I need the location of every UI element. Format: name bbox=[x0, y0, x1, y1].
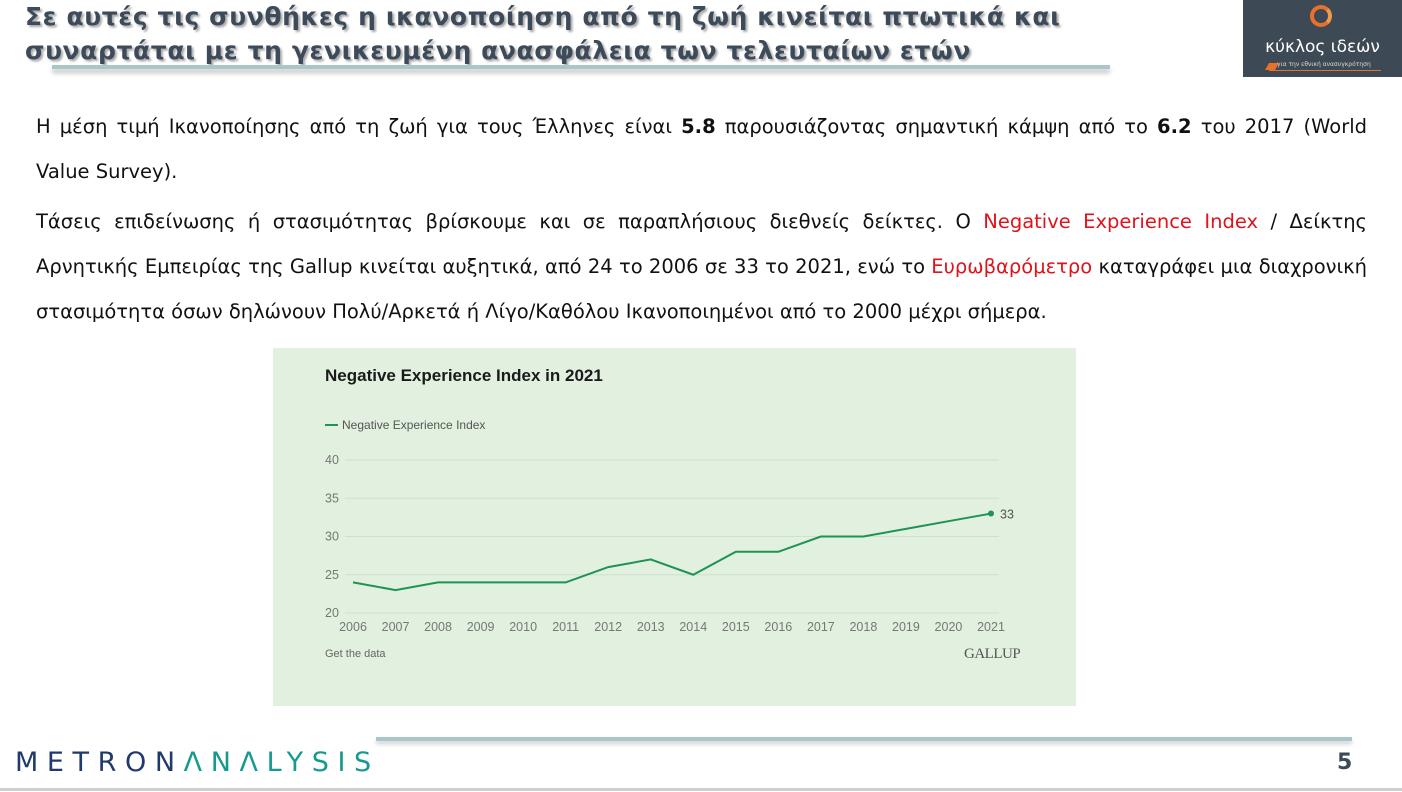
x-tick-label: 2013 bbox=[637, 620, 665, 634]
x-tick-label: 2019 bbox=[892, 620, 920, 634]
text: καταγράφει μια διαχρονική στασιμότητα όσ… bbox=[36, 255, 1367, 323]
chart-title: Negative Experience Index in 2021 bbox=[325, 366, 603, 385]
chart-legend: Negative Experience Index bbox=[325, 418, 485, 432]
paragraph-life-satisfaction: Η μέση τιμή Ικανοποίησης από τη ζωή για … bbox=[36, 104, 1367, 194]
legend-label: Negative Experience Index bbox=[342, 418, 486, 432]
logo-part-metron: METRON bbox=[15, 747, 184, 778]
x-tick-label: 2012 bbox=[594, 620, 622, 634]
paragraph-indices: Τάσεις επιδείνωσης ή στασιμότητας βρίσκο… bbox=[36, 199, 1367, 334]
y-tick-label: 25 bbox=[325, 568, 339, 582]
text: Η μέση τιμή Ικανοποίησης από τη ζωή για … bbox=[36, 115, 682, 138]
x-tick-label: 2009 bbox=[467, 620, 495, 634]
y-tick-label: 35 bbox=[325, 491, 339, 505]
x-tick-label: 2014 bbox=[679, 620, 707, 634]
text: του 2017 (World Value Survey). bbox=[36, 115, 1368, 183]
gallup-logo: GALLUP bbox=[964, 646, 1021, 662]
footer-rule bbox=[376, 737, 1352, 741]
negative-experience-chart: Negative Experience Index in 2021 Negati… bbox=[273, 348, 1076, 706]
x-tick-label: 2017 bbox=[807, 620, 835, 634]
y-tick-label: 20 bbox=[325, 606, 339, 620]
highlight-negative-experience-index: Negative Experience Index bbox=[983, 210, 1259, 233]
page-number: 5 bbox=[1337, 750, 1353, 775]
kyklos-ideon-logo: κύκλος ιδεών για την εθνική ανασυγκρότησ… bbox=[1243, 0, 1402, 77]
x-tick-label: 2021 bbox=[977, 620, 1005, 634]
logo-tagline: για την εθνική ανασυγκρότηση bbox=[1277, 61, 1371, 68]
slide-title-line1: Σε αυτές τις συνθήκες η ικανοποίηση από … bbox=[25, 2, 1061, 31]
value-current: 5.8 bbox=[681, 115, 716, 138]
series-line bbox=[352, 512, 992, 592]
end-value-label: 33 bbox=[1000, 508, 1014, 522]
value-2017: 6.2 bbox=[1157, 115, 1192, 138]
x-tick-label: 2018 bbox=[849, 620, 877, 634]
end-point-marker bbox=[988, 510, 994, 517]
text: Τάσεις επιδείνωσης ή στασιμότητας βρίσκο… bbox=[36, 210, 984, 233]
slide-title: Σε αυτές τις συνθήκες η ικανοποίηση από … bbox=[25, 0, 1225, 68]
bottom-rule bbox=[0, 788, 1402, 791]
x-tick-label: 2020 bbox=[935, 620, 963, 634]
ring-logo-icon bbox=[1310, 5, 1332, 27]
text: / Δείκτης Αρνητικής Εμπειρίας της Gallup… bbox=[36, 210, 1367, 278]
y-tick-label: 40 bbox=[325, 453, 339, 467]
x-tick-label: 2016 bbox=[764, 620, 792, 634]
x-tick-label: 2008 bbox=[424, 620, 452, 634]
text: παρουσιάζοντας σημαντική κάμψη από το bbox=[715, 115, 1158, 138]
get-the-data-link[interactable]: Get the data bbox=[325, 648, 386, 660]
highlight-eurobarometer: Ευρωβαρόμετρο bbox=[931, 255, 1093, 278]
logo-tagline-bar bbox=[1269, 62, 1381, 71]
slide-title-line2: συναρτάται με τη γενικευμένη ανασφάλεια … bbox=[25, 36, 971, 65]
logo-part-analysis: ΛNΛLYSIS bbox=[183, 747, 380, 778]
metron-analysis-logo: METRONΛNΛLYSIS bbox=[15, 747, 380, 778]
line-plot: 20 25 30 35 40 2006 2007 2008 2009 2010 2011 2012 20… bbox=[325, 453, 1014, 634]
x-tick-label: 2010 bbox=[509, 620, 537, 634]
x-tick-label: 2006 bbox=[339, 620, 367, 634]
legend-line-swatch-icon bbox=[325, 424, 338, 426]
title-underline bbox=[52, 65, 1110, 69]
logo-name: κύκλος ιδεών bbox=[1265, 37, 1380, 57]
x-tick-label: 2007 bbox=[382, 620, 410, 634]
x-tick-label: 2011 bbox=[552, 620, 579, 634]
y-tick-label: 30 bbox=[325, 530, 339, 544]
x-tick-label: 2015 bbox=[722, 620, 750, 634]
